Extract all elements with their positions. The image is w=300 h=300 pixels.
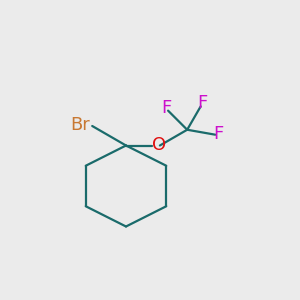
Text: F: F	[161, 99, 171, 117]
Text: Br: Br	[70, 116, 90, 134]
Text: F: F	[214, 125, 224, 143]
Text: F: F	[197, 94, 207, 112]
Text: O: O	[152, 136, 167, 154]
